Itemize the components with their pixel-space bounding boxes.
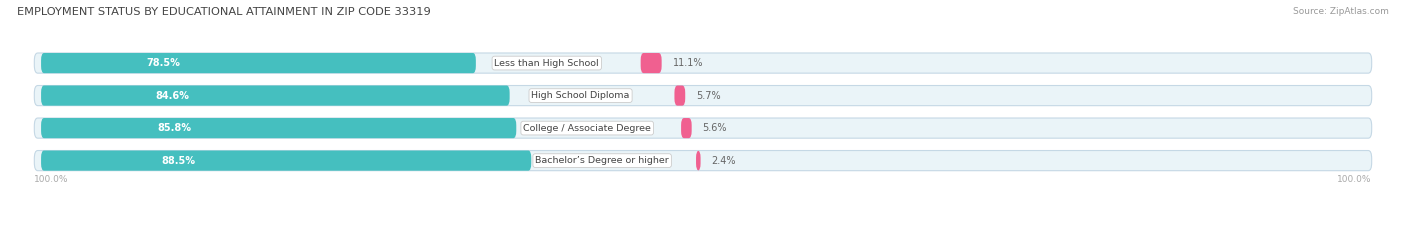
Text: 5.6%: 5.6% (703, 123, 727, 133)
FancyBboxPatch shape (641, 53, 662, 73)
Text: 85.8%: 85.8% (157, 123, 191, 133)
FancyBboxPatch shape (34, 53, 1372, 73)
Text: 100.0%: 100.0% (34, 175, 69, 184)
FancyBboxPatch shape (34, 86, 1372, 106)
Text: 5.7%: 5.7% (696, 91, 721, 101)
FancyBboxPatch shape (41, 118, 516, 138)
Text: 100.0%: 100.0% (1337, 175, 1372, 184)
FancyBboxPatch shape (41, 151, 531, 171)
Text: College / Associate Degree: College / Associate Degree (523, 123, 651, 133)
Text: Less than High School: Less than High School (495, 58, 599, 68)
Text: High School Diploma: High School Diploma (531, 91, 630, 100)
FancyBboxPatch shape (34, 151, 1372, 171)
FancyBboxPatch shape (681, 118, 692, 138)
FancyBboxPatch shape (675, 86, 685, 106)
FancyBboxPatch shape (41, 86, 509, 106)
Text: 88.5%: 88.5% (162, 156, 195, 166)
Text: 84.6%: 84.6% (155, 91, 190, 101)
Text: 78.5%: 78.5% (146, 58, 180, 68)
Text: EMPLOYMENT STATUS BY EDUCATIONAL ATTAINMENT IN ZIP CODE 33319: EMPLOYMENT STATUS BY EDUCATIONAL ATTAINM… (17, 7, 430, 17)
Text: 2.4%: 2.4% (711, 156, 735, 166)
FancyBboxPatch shape (34, 118, 1372, 138)
FancyBboxPatch shape (41, 53, 475, 73)
Text: 11.1%: 11.1% (672, 58, 703, 68)
Text: Bachelor’s Degree or higher: Bachelor’s Degree or higher (536, 156, 669, 165)
Text: Source: ZipAtlas.com: Source: ZipAtlas.com (1294, 7, 1389, 16)
FancyBboxPatch shape (696, 151, 700, 171)
